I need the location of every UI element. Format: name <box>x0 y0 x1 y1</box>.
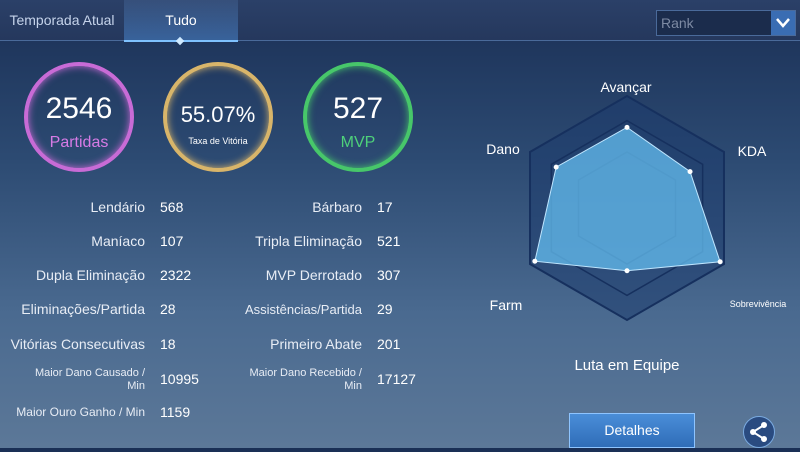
stat-value: 568 <box>160 199 184 215</box>
stat-value: 29 <box>377 301 393 317</box>
radar-point <box>624 268 630 274</box>
radar-label-advance: Avançar <box>600 79 651 95</box>
winrate-label: Taxa de Vitória <box>188 136 248 146</box>
stat-label: Vitórias Consecutivas <box>10 336 145 352</box>
tab-current-season[interactable]: Temporada Atual <box>9 12 115 28</box>
winrate-circle: 55.07% Taxa de Vitória <box>163 62 273 172</box>
stat-label: Eliminações/Partida <box>21 301 145 317</box>
share-icon <box>750 422 767 442</box>
top-bar: Temporada Atual Tudo Rank <box>0 0 800 46</box>
mvp-circle: 527 MVP <box>303 62 413 172</box>
stat-value: 2322 <box>160 267 192 283</box>
stat-label: Maníaco <box>91 233 145 249</box>
tab-indicator-icon <box>175 36 185 46</box>
radar-point <box>687 169 693 175</box>
stat-label: Dupla Eliminação <box>36 267 145 283</box>
stat-value: 201 <box>377 336 401 352</box>
radar-point <box>717 259 723 265</box>
stat-label: MVP Derrotado <box>265 267 362 283</box>
radar-chart: Avançar KDA Sobrevivência Luta em Equipe… <box>486 79 787 374</box>
radar-label-survival: Sobrevivência <box>730 299 787 309</box>
details-button[interactable]: Detalhes <box>569 413 695 448</box>
radar-point <box>553 164 559 170</box>
stat-value: 10995 <box>160 371 199 387</box>
chevron-down-icon[interactable] <box>771 11 795 35</box>
stat-label: Maior Dano Causado / Min <box>34 367 145 392</box>
stat-label: Maior Dano Recebido / Min <box>249 367 362 392</box>
rank-select-value: Rank <box>661 15 694 31</box>
matches-circle: 2546 Partidas <box>24 62 134 172</box>
mvp-label: MVP <box>340 134 376 151</box>
radar-grid-ring <box>550 119 704 297</box>
stat-label: Assistências/Partida <box>244 302 362 317</box>
radar-label-damage: Dano <box>486 141 520 157</box>
matches-label: Partidas <box>49 134 109 151</box>
stat-value: 28 <box>160 301 176 317</box>
radar-label-farm: Farm <box>490 297 523 313</box>
rank-select[interactable]: Rank <box>656 10 796 36</box>
tab-all-label: Tudo <box>165 12 197 28</box>
stat-label: Lendário <box>90 199 146 215</box>
stat-value: 1159 <box>160 404 191 420</box>
stat-label: Tripla Eliminação <box>255 233 362 249</box>
stat-label: Primeiro Abate <box>270 336 362 352</box>
tab-all[interactable]: Tudo <box>124 0 238 46</box>
stat-label: Bárbaro <box>312 199 362 215</box>
radar-point <box>624 124 630 130</box>
stat-value: 17 <box>377 199 393 215</box>
matches-value: 2546 <box>45 92 113 125</box>
stat-value: 521 <box>377 233 401 249</box>
stat-value: 107 <box>160 233 184 249</box>
stat-label: Maior Ouro Ganho / Min <box>16 405 145 419</box>
radar-point <box>532 258 538 264</box>
share-button[interactable] <box>743 416 775 448</box>
stat-value: 17127 <box>377 371 416 387</box>
mvp-value: 527 <box>332 92 384 125</box>
radar-label-kda: KDA <box>738 143 767 159</box>
winrate-value: 55.07% <box>180 102 256 127</box>
stat-value: 18 <box>160 336 176 352</box>
radar-label-teamfight: Luta em Equipe <box>574 357 679 374</box>
stat-value: 307 <box>377 267 401 283</box>
